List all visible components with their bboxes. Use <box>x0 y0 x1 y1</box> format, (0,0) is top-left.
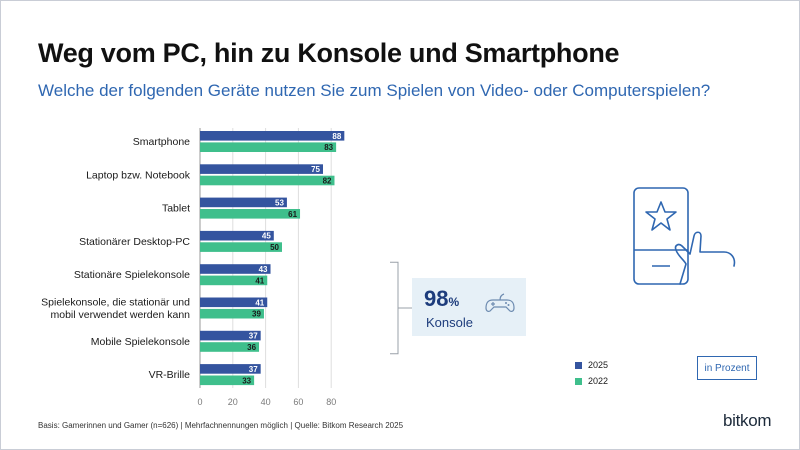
annotation-bracket <box>390 261 399 355</box>
data-label-2025: 37 <box>249 332 258 341</box>
category-label: VR-Brille <box>149 369 191 381</box>
data-label-2025: 41 <box>255 298 264 307</box>
bar-2022 <box>200 375 255 386</box>
legend-item-2022: 2022 <box>575 374 608 388</box>
x-tick-label: 0 <box>197 397 202 407</box>
footnote: Basis: Gamerinnen und Gamer (n=626) | Me… <box>38 421 404 430</box>
category-label-line: VR-Brille <box>149 369 191 381</box>
bar-2022 <box>200 175 335 186</box>
data-label-2022: 36 <box>247 343 256 352</box>
bar-2025 <box>200 264 271 274</box>
annotation-value: 98% <box>424 286 460 311</box>
data-label-2025: 75 <box>311 165 320 174</box>
legend-label-2025: 2025 <box>588 360 609 370</box>
bar-2025 <box>200 164 323 174</box>
legend-swatch-2025 <box>575 361 582 369</box>
chart-subtitle: Welche der folgenden Geräte nutzen Sie z… <box>38 81 711 100</box>
x-tick-label: 60 <box>293 397 303 407</box>
data-label-2022: 61 <box>288 210 297 219</box>
bar-2022 <box>200 142 337 152</box>
data-label-2022: 83 <box>324 143 333 152</box>
data-label-2025: 53 <box>275 198 284 207</box>
annotation-label: Konsole <box>426 315 473 330</box>
category-label: Smartphone <box>133 136 190 148</box>
category-label-line: Tablet <box>162 203 190 215</box>
legend-swatch-2022 <box>575 377 582 385</box>
data-label-2022: 39 <box>252 310 261 319</box>
bar-2022 <box>200 209 301 219</box>
category-label: Mobile Spielekonsole <box>91 336 190 348</box>
bar-2022 <box>200 242 282 252</box>
category-label-line: Stationäre Spielekonsole <box>74 269 190 281</box>
bitkom-logo: bitkom <box>723 411 772 430</box>
bar-2025 <box>200 297 268 308</box>
phone-touch-star-icon <box>633 187 736 285</box>
x-tick-label: 80 <box>326 397 336 407</box>
category-label-line: Laptop bzw. Notebook <box>86 169 191 181</box>
category-label-line: Smartphone <box>133 136 190 148</box>
category-label-line: Spielekonsole, die stationär und <box>41 296 190 308</box>
data-label-2025: 37 <box>249 365 258 374</box>
bar-2025 <box>200 330 261 341</box>
bar-2022 <box>200 342 260 352</box>
category-label-line: Mobile Spielekonsole <box>91 336 190 348</box>
chart-title: Weg vom PC, hin zu Konsole und Smartphon… <box>38 38 620 68</box>
data-label-2022: 50 <box>270 243 279 252</box>
bar-2025 <box>200 197 287 208</box>
legend-item-2025: 2025 <box>575 358 608 372</box>
category-label-line: mobil verwendet werden kann <box>51 309 191 321</box>
gamepad-icon <box>485 293 515 312</box>
chart-legend: 2025 2022 <box>575 358 608 390</box>
category-label: Laptop bzw. Notebook <box>86 169 191 181</box>
bar-2022 <box>200 308 264 319</box>
data-label-2025: 88 <box>332 132 341 141</box>
data-label-2022: 82 <box>323 177 332 186</box>
bar-2022 <box>200 275 268 286</box>
data-label-2022: 41 <box>255 276 264 285</box>
bar-2025 <box>200 364 261 374</box>
data-label-2025: 45 <box>262 232 271 241</box>
category-label: Tablet <box>162 203 190 215</box>
bar-2025 <box>200 131 345 141</box>
category-label-line: Stationärer Desktop-PC <box>79 236 190 248</box>
data-label-2025: 43 <box>259 265 268 274</box>
console-annotation: 98% Konsole <box>412 278 526 336</box>
category-label: Stationärer Desktop-PC <box>79 236 190 248</box>
unit-label: in Prozent <box>697 356 757 380</box>
bar-2025 <box>200 230 274 241</box>
x-tick-label: 20 <box>228 397 238 407</box>
category-label: Stationäre Spielekonsole <box>74 269 190 281</box>
legend-label-2022: 2022 <box>588 376 609 386</box>
data-label-2022: 33 <box>242 376 251 385</box>
x-tick-label: 40 <box>261 397 271 407</box>
category-label: Spielekonsole, die stationär und mobil ve… <box>41 296 190 321</box>
